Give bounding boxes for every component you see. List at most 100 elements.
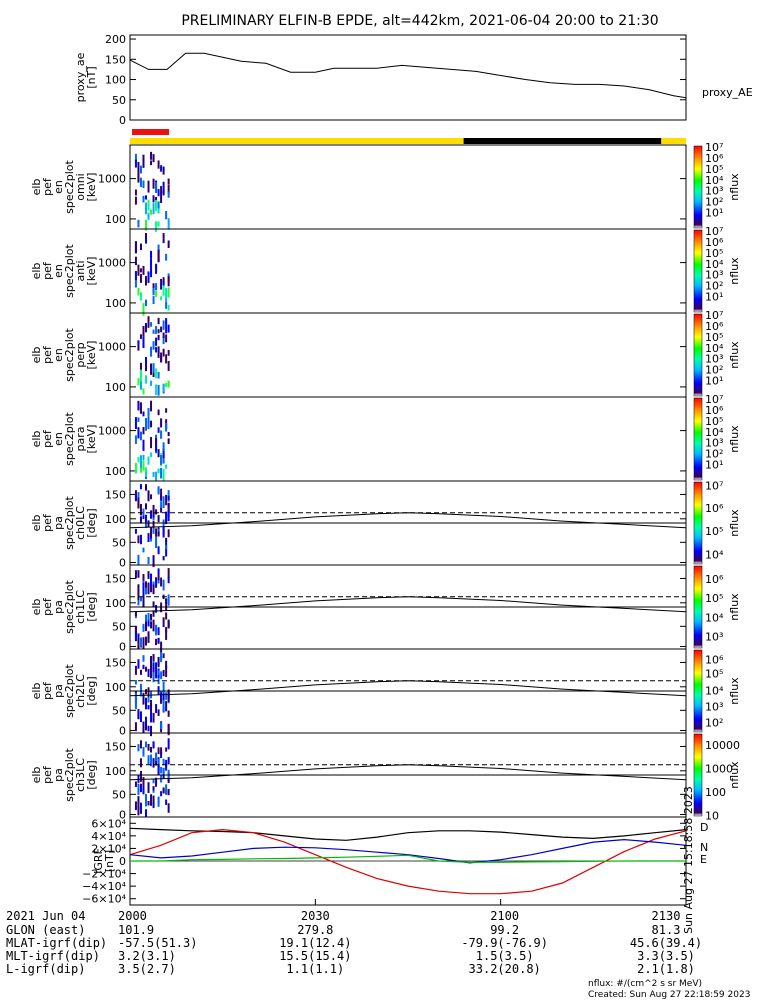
panel-ylabel: pa xyxy=(52,600,65,614)
spectrogram-cell xyxy=(150,209,153,215)
panel-ylabel: elb xyxy=(30,599,43,616)
spectrogram-cell xyxy=(155,704,158,713)
spectrogram-cell xyxy=(167,757,170,765)
spectrogram-cell xyxy=(150,266,153,278)
spectrogram-cell xyxy=(160,418,163,428)
panel-ylabel: elb xyxy=(30,431,43,448)
spectrogram-cell xyxy=(167,432,170,437)
spectrogram-cell xyxy=(165,494,168,506)
colorbar xyxy=(693,733,703,817)
ytick-label: −4×10⁴ xyxy=(82,880,126,893)
spectrogram-cell xyxy=(150,725,153,737)
spectrogram-cell xyxy=(160,430,163,439)
spectrogram-cell xyxy=(157,686,160,695)
spectrogram-cell xyxy=(152,741,155,748)
spectrogram-cell xyxy=(157,758,160,766)
spectrogram-cell xyxy=(150,794,153,806)
spectrogram-cell xyxy=(137,589,140,601)
spectrogram-cell xyxy=(162,383,165,392)
spectrogram-cell xyxy=(165,692,168,700)
chart-title: PRELIMINARY ELFIN-B EPDE, alt=442km, 202… xyxy=(181,13,658,29)
spectrogram-cell xyxy=(155,263,158,274)
spectrogram-cell xyxy=(165,544,168,550)
colorbar-tick-label: 10¹ xyxy=(705,207,723,220)
colorbar xyxy=(693,397,703,481)
spectrogram-cell xyxy=(157,709,160,716)
spectrogram-cell xyxy=(150,160,153,166)
spectrogram-cell xyxy=(139,669,142,675)
spectrogram-cell xyxy=(134,801,137,811)
spectrogram-cell xyxy=(160,455,163,465)
panel-ylabel: pef xyxy=(41,345,54,364)
colorbar-tick-label: 10⁶ xyxy=(705,320,724,333)
colorbar-label: nflux xyxy=(728,173,741,201)
colorbar-tick-label: 10⁷ xyxy=(705,393,723,406)
colorbar-label: nflux xyxy=(728,509,741,537)
spectrogram-cell xyxy=(162,700,165,712)
axis-row-value: 3.3(3.5) xyxy=(637,949,695,963)
panel-ylabel: en xyxy=(52,264,65,278)
spectrogram-cell xyxy=(152,654,155,661)
spectrogram-cell xyxy=(152,656,155,666)
spectrogram-cell xyxy=(150,531,153,539)
spectrogram-cell xyxy=(165,537,168,542)
ytick-label: −6×10⁴ xyxy=(82,893,126,906)
ytick-label: 6×10⁴ xyxy=(91,817,126,830)
sunlit-bar xyxy=(661,138,686,144)
spectrogram-cell xyxy=(142,547,145,553)
colorbar-tick-label: 10³ xyxy=(705,353,723,366)
spectrogram-cell xyxy=(155,337,158,346)
ytick-label: 100 xyxy=(105,513,126,526)
spectrogram-cell xyxy=(167,218,170,230)
spectrogram-cell xyxy=(142,305,145,316)
spectrogram-cell xyxy=(152,662,155,672)
spectrogram-cell xyxy=(157,384,160,396)
spectrogram-cell xyxy=(142,777,145,786)
spectrogram-cell xyxy=(150,494,153,500)
spectrogram-cell xyxy=(157,160,160,169)
axis-row-value: 1.5(3.5) xyxy=(476,949,534,963)
spectrogram-cell xyxy=(167,738,170,750)
colorbar-tick-label: 10² xyxy=(705,364,723,377)
spectrogram-cell xyxy=(160,577,163,587)
spectrogram-cell xyxy=(142,460,145,471)
spectrogram-cell xyxy=(162,768,165,775)
panel-ylabel: ch2LC xyxy=(74,674,87,708)
spectrogram-cell xyxy=(152,341,155,350)
spectrogram-cell xyxy=(152,555,155,568)
colorbar-tick-label: 10³ xyxy=(705,185,723,198)
spectrogram-cell xyxy=(165,627,168,633)
spectrogram-cell xyxy=(160,766,163,774)
spectrogram-cell xyxy=(157,329,160,334)
spectrogram-cell xyxy=(142,577,145,586)
spectrogram-cell xyxy=(147,696,150,703)
spectrogram-cell xyxy=(145,514,148,523)
loss-cone-line xyxy=(129,512,687,529)
panel-ylabel: [nT] xyxy=(85,66,98,88)
ytick-label: 50 xyxy=(112,788,126,801)
spectrogram-cell xyxy=(150,621,153,629)
spectrogram-cell xyxy=(134,277,137,288)
spectrogram-cell xyxy=(150,710,153,723)
spectrogram-cell xyxy=(167,380,170,388)
spectrogram-cell xyxy=(167,724,170,736)
igrf-e-line xyxy=(130,854,686,863)
spectrogram-cell xyxy=(147,755,150,765)
spectrogram-cell xyxy=(142,265,145,275)
spectrogram-cell xyxy=(147,582,150,587)
spectrogram-cell xyxy=(134,570,137,579)
ytick-label: 2×10⁴ xyxy=(91,842,126,855)
spectrogram-cell xyxy=(167,690,170,702)
spectrogram-cell xyxy=(157,574,160,581)
spectrogram-cell xyxy=(157,515,160,523)
colorbar-tick-label: 10³ xyxy=(705,700,723,713)
ytick-label: 100 xyxy=(105,597,126,610)
ytick-label: 150 xyxy=(105,572,126,585)
spectrogram-cell xyxy=(134,462,137,474)
spectrogram-cell xyxy=(157,201,160,209)
spectrogram-cell xyxy=(145,795,148,807)
igrf-legend-d: D xyxy=(700,821,708,834)
spectrogram-cell xyxy=(137,497,140,508)
panel-ylabel: proxy_ae xyxy=(74,52,87,102)
